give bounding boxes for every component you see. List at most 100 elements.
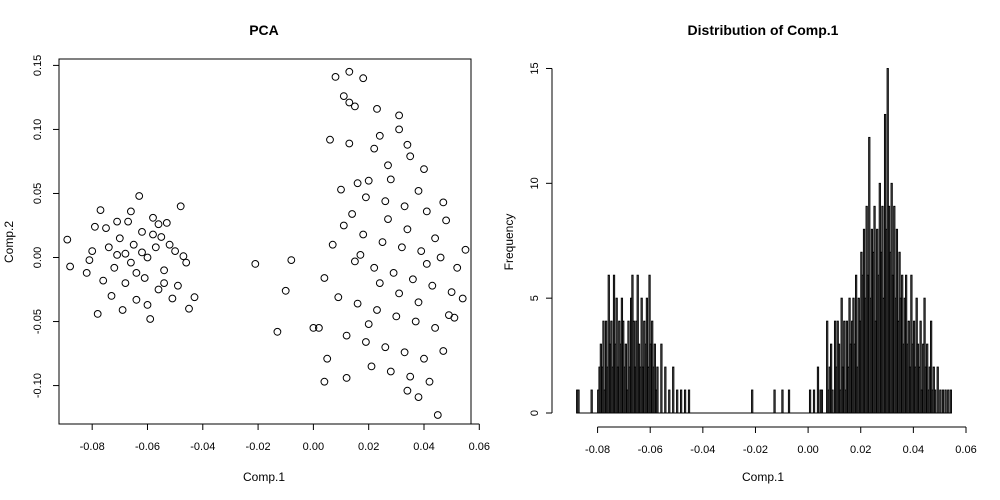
data-point <box>433 411 442 419</box>
data-point <box>436 253 445 262</box>
histogram-bar <box>944 389 947 414</box>
data-point <box>328 240 337 249</box>
data-point <box>403 140 412 149</box>
data-point <box>132 295 141 304</box>
data-point <box>339 221 348 230</box>
data-point <box>154 285 163 294</box>
data-point <box>320 377 329 386</box>
data-point <box>110 263 119 272</box>
y-tick-label: -0.05 <box>32 309 44 334</box>
pca-points <box>63 67 470 419</box>
histogram-bar <box>812 389 816 414</box>
data-point <box>113 251 121 259</box>
data-point <box>386 367 395 376</box>
data-point <box>378 238 387 247</box>
pca-scatter-panel: PCA -0.08 -0.06 -0.04 -0.02 0.00 0.02 0.04 0.06… <box>2 22 490 484</box>
histogram-bar <box>820 389 824 414</box>
histogram-bar <box>939 389 942 414</box>
x-tick-label: 0.00 <box>797 444 818 456</box>
data-point <box>414 187 423 195</box>
data-point <box>138 248 146 257</box>
data-point <box>400 348 409 357</box>
data-point <box>439 347 448 355</box>
data-point <box>281 286 290 295</box>
data-point <box>190 293 199 302</box>
data-point <box>182 258 191 267</box>
data-point <box>115 234 124 243</box>
y-tick-label: 10 <box>529 177 541 189</box>
data-point <box>118 306 127 314</box>
data-point <box>431 234 440 243</box>
data-point <box>375 131 384 140</box>
data-point <box>323 354 332 363</box>
data-point <box>406 372 415 381</box>
data-point <box>461 245 470 254</box>
data-point <box>362 193 370 202</box>
data-point <box>353 299 362 308</box>
data-point <box>453 263 462 272</box>
data-point <box>422 260 431 268</box>
data-point <box>126 258 135 267</box>
data-point <box>132 269 141 277</box>
histogram-bar <box>660 343 663 414</box>
histogram-bar <box>831 389 834 414</box>
histogram-bars <box>576 68 952 414</box>
y-tick-label: -0.10 <box>32 373 44 398</box>
data-point <box>140 274 149 282</box>
data-point <box>381 197 390 206</box>
x-tick-label: -0.08 <box>80 441 105 453</box>
data-point <box>93 310 102 318</box>
data-point <box>160 266 169 275</box>
data-point <box>384 215 392 224</box>
data-point <box>364 320 373 329</box>
data-point <box>414 298 423 307</box>
data-point <box>420 354 428 363</box>
data-point <box>425 377 434 386</box>
data-point <box>176 202 185 211</box>
data-point <box>342 331 351 340</box>
data-point <box>370 144 379 153</box>
data-point <box>143 301 152 309</box>
data-point <box>315 324 323 332</box>
histogram-bar <box>947 389 950 414</box>
histogram-bar <box>751 389 754 414</box>
data-point <box>149 230 157 239</box>
data-point <box>442 216 451 225</box>
data-point <box>417 247 426 256</box>
histogram-bar <box>672 366 675 414</box>
histogram-title: Distribution of Comp.1 <box>688 22 839 38</box>
data-point <box>174 281 182 290</box>
pca-y-axis-label: Comp.2 <box>2 221 16 263</box>
data-point <box>162 219 171 227</box>
data-point <box>445 311 453 320</box>
x-tick-label: 0.06 <box>469 441 490 453</box>
data-point <box>422 207 431 216</box>
data-point <box>185 304 193 313</box>
data-point <box>146 315 155 323</box>
data-point <box>342 374 351 382</box>
data-point <box>359 230 368 239</box>
data-point <box>171 247 180 256</box>
data-point <box>356 251 365 259</box>
y-tick-label: 0.15 <box>32 55 44 76</box>
data-point <box>113 217 121 226</box>
data-point <box>179 252 188 261</box>
data-point <box>287 256 296 265</box>
data-point <box>414 393 423 402</box>
pca-x-axis-label: Comp.1 <box>243 470 285 484</box>
data-point <box>151 243 160 252</box>
data-point <box>160 279 169 288</box>
data-point <box>91 222 99 231</box>
y-tick-label: 0.10 <box>32 119 44 140</box>
data-point <box>370 263 379 272</box>
data-point <box>428 281 437 290</box>
x-tick-label: -0.04 <box>190 441 215 453</box>
data-point <box>353 179 362 188</box>
data-point <box>104 243 113 252</box>
data-point <box>126 207 135 216</box>
data-point <box>406 152 415 161</box>
data-point <box>85 256 94 265</box>
histogram-bar <box>676 389 679 414</box>
pca-y-axis: -0.10 -0.05 0.00 0.05 0.10 0.15 <box>32 55 60 398</box>
data-point <box>400 202 409 211</box>
